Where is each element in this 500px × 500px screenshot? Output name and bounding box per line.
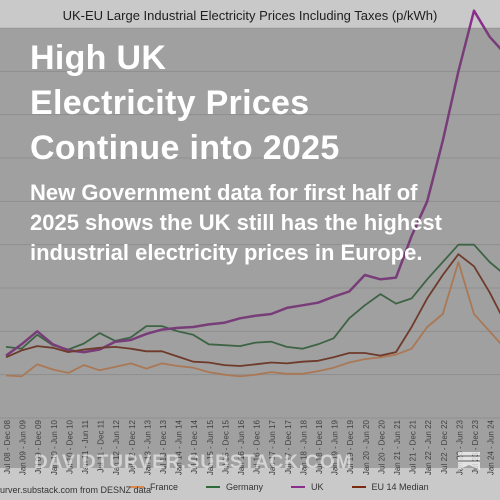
source-note: urver.substack.com from DESNZ data (0, 485, 152, 495)
x-tick-label: Jul 08 - Dec 08 (3, 419, 12, 473)
x-tick-label: Jul 23 - Dec 23 (471, 419, 480, 473)
legend-item: EU 14 Median (351, 480, 429, 494)
x-tick-label: Jan 13 - Jun 13 (143, 419, 152, 475)
x-tick-label: Jul 20 - Dec 20 (377, 419, 386, 473)
x-tick-label: Jan 23 - Jun 23 (455, 419, 464, 475)
legend-swatch (130, 486, 144, 488)
x-tick-label: Jul 16 - Dec 16 (253, 419, 262, 473)
x-tick-label: Jan 15 - Jun 15 (206, 419, 215, 475)
substack-logo-icon (458, 452, 480, 470)
legend-item: Germany (206, 480, 263, 494)
headline: High UK Electricity Prices Continue into… (30, 39, 340, 167)
series-line-uk (5, 9, 500, 357)
x-tick-label: Jan 22 - Jun 22 (424, 419, 433, 475)
x-tick-label: Jan 12 - Jun 12 (112, 419, 121, 475)
series-line-germany (5, 243, 500, 351)
x-tick-label: Jul 19 - Dec 19 (346, 419, 355, 473)
x-tick-label: Jan 19 - Jun 19 (331, 419, 340, 475)
watermark: DAVIDTURVER.SUBSTACK.COM (34, 452, 353, 473)
x-tick-label: Jan 21 - Jun 21 (393, 419, 402, 475)
x-tick-label: Jan 09 - Jun 09 (19, 419, 28, 475)
series-line-france (5, 261, 500, 378)
chart-title: UK-EU Large Industrial Electricity Price… (62, 8, 438, 23)
x-tick-label: Jul 14 - Dec 14 (190, 419, 199, 473)
legend-item: UK (291, 480, 324, 494)
legend-label: Germany (226, 482, 264, 492)
x-tick-label: Jul 13 - Dec 13 (159, 419, 168, 473)
subtitle: New Government data for first half of 20… (30, 180, 442, 265)
x-tick-label: Jul 17 - Dec 17 (284, 419, 293, 473)
x-tick-label: Jul 18 - Dec 18 (315, 419, 324, 473)
x-tick-label: Jul 22 - Dec 22 (440, 419, 449, 473)
x-tick-label: Jul 11 - Dec 11 (97, 419, 106, 472)
x-tick-label: Jan 17 - Jun 17 (268, 419, 277, 475)
legend-label: France (150, 482, 179, 492)
legend-item: France (130, 480, 178, 494)
x-tick-label: Jul 10 - Dec 10 (65, 419, 74, 473)
grid-lines (0, 27, 500, 419)
x-tick-label: Jan 24 - Jun 24 (487, 419, 496, 475)
x-tick-label: Jul 12 - Dec 12 (128, 419, 137, 473)
legend-swatch (291, 486, 306, 488)
x-tick-label: Jan 11 - Jun 11 (81, 419, 90, 474)
x-tick-label: Jan 16 - Jun 16 (237, 419, 246, 475)
series-line-eu-14-median (5, 253, 500, 367)
x-tick-label: Jan 20 - Jun 20 (362, 419, 371, 475)
legend-label: UK (311, 482, 324, 492)
legend-label: EU 14 Median (371, 482, 429, 492)
legend: France Germany UK EU 14 Median (130, 480, 429, 494)
legend-swatch (206, 486, 221, 488)
x-tick-label: Jan 10 - Jun 10 (50, 419, 59, 475)
series-lines (5, 9, 500, 378)
x-tick-label: Jan 14 - Jun 14 (175, 419, 184, 475)
x-tick-label: Jul 09 - Dec 09 (34, 419, 43, 473)
overlay-shade (0, 28, 500, 468)
x-tick-label: Jan 18 - Jun 18 (299, 419, 308, 475)
x-axis-ticks: Jul 08 - Dec 08 Jan 09 - Jun 09 Jul 09 - D… (3, 419, 496, 475)
x-tick-label: Jul 15 - Dec 15 (221, 419, 230, 473)
legend-swatch (351, 486, 366, 488)
x-tick-label: Jul 21 - Dec 21 (409, 419, 418, 473)
